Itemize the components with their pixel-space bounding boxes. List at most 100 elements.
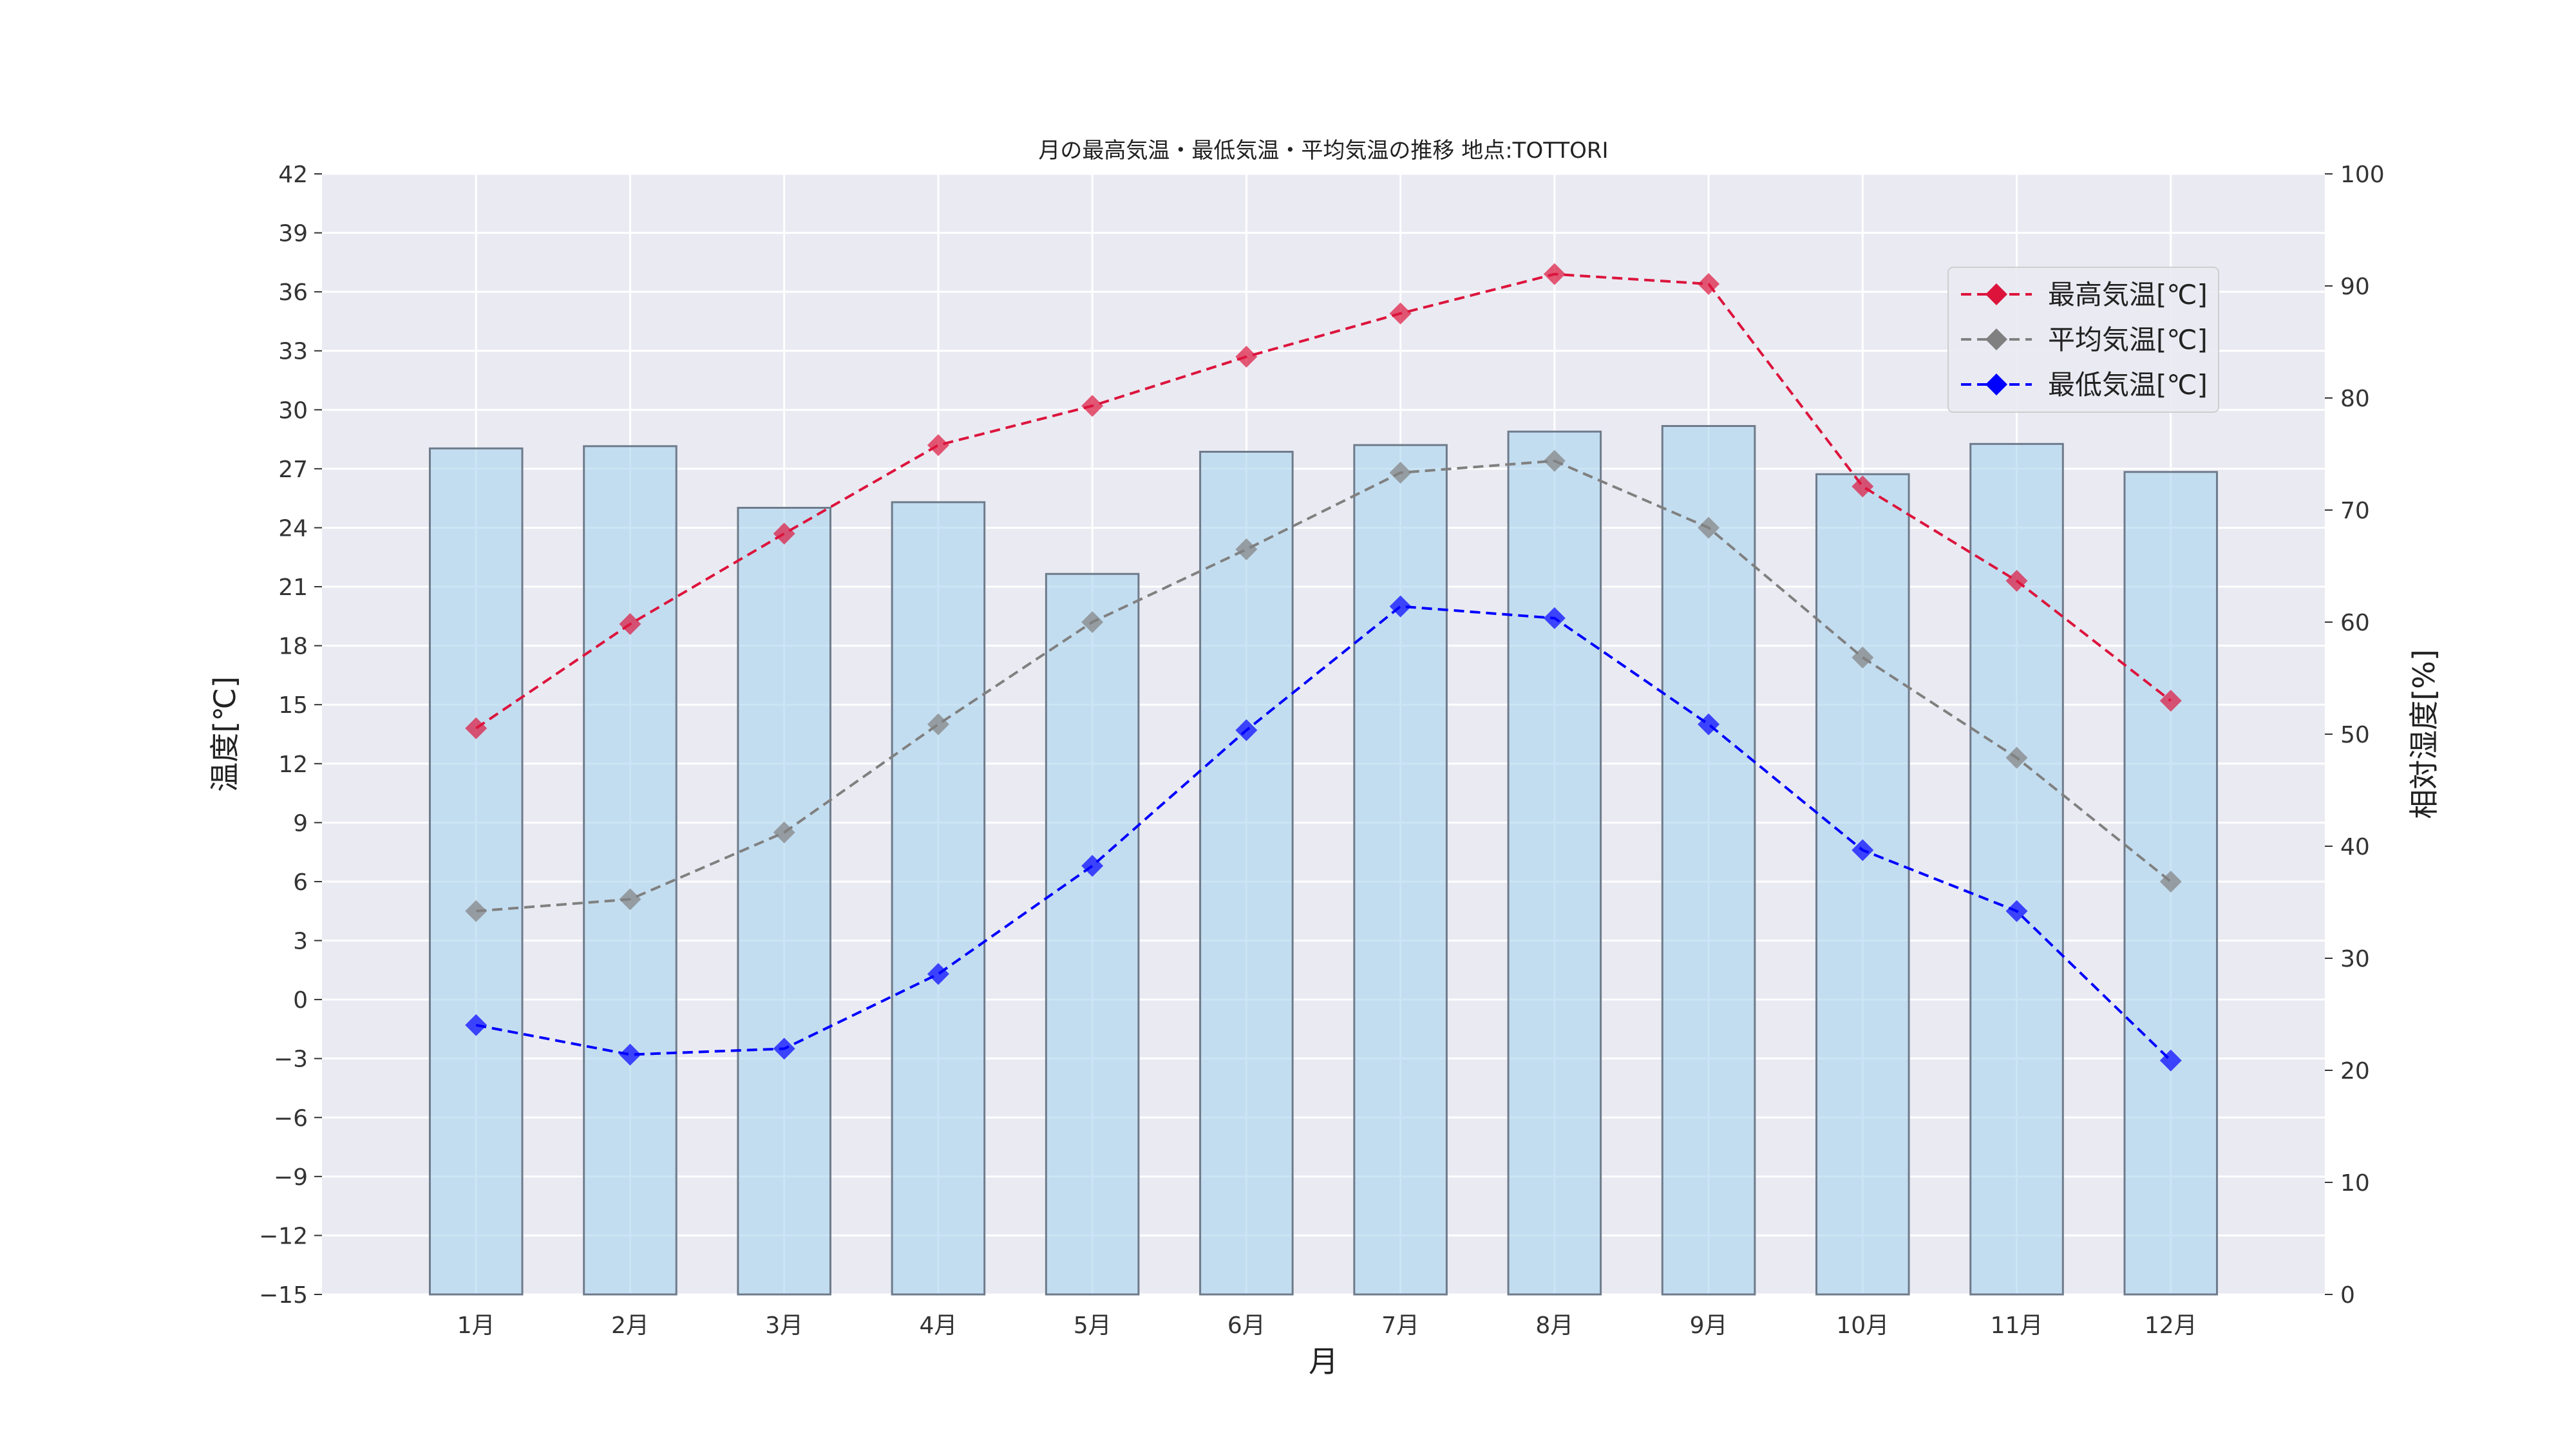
- series-point: [1235, 345, 1258, 368]
- right-tick-label: 90: [2340, 274, 2370, 300]
- series-point: [1698, 272, 1720, 295]
- series-line: [476, 459, 2172, 913]
- y-axis-right-label: 相対湿度[%]: [2407, 649, 2441, 819]
- series-point: [1698, 516, 1720, 539]
- x-tick-label: 8月: [1535, 1312, 1573, 1339]
- legend-label: 最高気温[℃]: [2048, 279, 2208, 310]
- left-tick-label: 33: [278, 339, 308, 365]
- humidity-bar: [428, 447, 524, 1296]
- series-point: [2005, 900, 2028, 922]
- left-tick-label: −12: [259, 1223, 308, 1249]
- series-point: [2159, 1049, 2182, 1072]
- left-tick-label: 30: [278, 397, 308, 424]
- series-point: [1389, 595, 1412, 618]
- left-tick-label: 0: [293, 987, 308, 1014]
- series-point: [619, 1043, 641, 1066]
- left-tick-label: 42: [278, 162, 308, 188]
- legend-label: 平均気温[℃]: [2048, 324, 2208, 355]
- series-point: [1235, 538, 1258, 561]
- left-tick-label: 3: [293, 929, 308, 955]
- series-point: [1543, 263, 1566, 285]
- legend: 最高気温[℃] 平均気温[℃] 最低気温[℃]: [1947, 267, 2219, 413]
- series-point: [1852, 646, 1874, 668]
- right-tick-label: 10: [2340, 1170, 2370, 1197]
- temperature-lines: [465, 263, 2182, 1072]
- x-tick-label: 7月: [1381, 1312, 1419, 1339]
- series-point: [1081, 611, 1104, 633]
- series-point: [927, 713, 949, 735]
- series-point: [1235, 719, 1258, 741]
- x-tick-label: 3月: [765, 1312, 803, 1339]
- series-point: [2159, 690, 2182, 712]
- series-point: [1852, 475, 1874, 498]
- x-tick-label: 4月: [919, 1312, 957, 1339]
- series-point: [773, 821, 795, 844]
- legend-marker: [1985, 328, 2007, 350]
- left-tick-label: −9: [274, 1164, 308, 1191]
- x-tick-label: 9月: [1690, 1312, 1728, 1339]
- x-tick-label: 2月: [611, 1312, 649, 1339]
- humidity-bar: [1507, 430, 1602, 1296]
- series-point: [927, 963, 949, 985]
- series-line: [475, 272, 2172, 730]
- series-line: [475, 605, 2172, 1062]
- humidity-bar: [1815, 473, 1910, 1296]
- series-point: [1389, 462, 1412, 484]
- x-tick-label: 5月: [1074, 1312, 1112, 1339]
- left-tick-label: −3: [274, 1046, 308, 1073]
- right-tick-label: 100: [2340, 162, 2385, 188]
- humidity-bar: [1353, 444, 1448, 1296]
- humidity-bar: [737, 507, 831, 1296]
- series-point: [1081, 395, 1104, 417]
- series-point: [2005, 746, 2028, 769]
- right-tick-label: 70: [2340, 498, 2370, 524]
- x-axis-label: 月: [1309, 1344, 1338, 1379]
- x-axis-ticks: 1月 2月 3月 4月 5月 6月 7月 8月 9月 10月 11月 12月: [457, 1312, 2197, 1339]
- left-tick-label: 24: [278, 515, 308, 542]
- x-tick-label: 6月: [1227, 1312, 1265, 1339]
- series-point: [2005, 569, 2028, 592]
- series-point: [619, 888, 641, 911]
- series-point: [1852, 839, 1874, 862]
- left-tick-label: 39: [278, 221, 308, 247]
- x-tick-label: 11月: [1991, 1312, 2043, 1339]
- series-point: [619, 613, 641, 636]
- series-point: [773, 1037, 795, 1060]
- legend-marker: [1985, 283, 2007, 305]
- y-axis-left-label: 温度[℃]: [207, 676, 242, 792]
- left-tick-label: 36: [278, 279, 308, 306]
- left-tick-label: 27: [278, 457, 308, 483]
- humidity-bar: [583, 445, 677, 1296]
- right-tick-label: 60: [2340, 610, 2370, 636]
- left-tick-label: 12: [278, 752, 308, 778]
- series-point: [1543, 450, 1566, 472]
- series-point: [2159, 870, 2182, 893]
- right-tick-label: 50: [2340, 722, 2370, 748]
- left-tick-label: −6: [274, 1105, 308, 1132]
- series-point: [1698, 713, 1720, 735]
- x-tick-label: 1月: [457, 1312, 495, 1339]
- x-tick-label: 10月: [1836, 1312, 1889, 1339]
- series-point: [465, 717, 488, 739]
- series-point: [927, 434, 949, 457]
- left-tick-label: 18: [278, 634, 308, 660]
- left-tick-label: 9: [293, 810, 308, 837]
- series-point: [1081, 855, 1104, 877]
- left-tick-label: 6: [293, 869, 308, 896]
- series-point: [1543, 607, 1566, 629]
- legend-box: [1947, 267, 2219, 413]
- right-tick-label: 0: [2340, 1282, 2355, 1309]
- humidity-bar: [891, 501, 986, 1296]
- right-tick-label: 80: [2340, 386, 2370, 412]
- series-point: [465, 900, 488, 922]
- right-tick-label: 30: [2340, 946, 2370, 972]
- legend-marker: [1985, 374, 2007, 395]
- series-point: [773, 522, 795, 545]
- series-point: [465, 1014, 488, 1036]
- series-point: [1389, 302, 1412, 325]
- humidity-bar: [1661, 425, 1756, 1296]
- humidity-bar: [1045, 573, 1140, 1296]
